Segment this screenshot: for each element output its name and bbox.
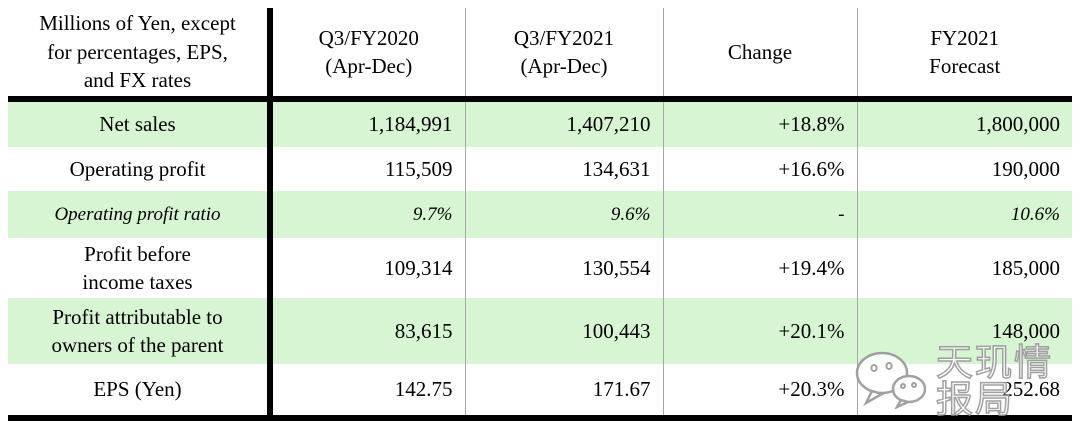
cell-value: 142.75 [270, 364, 465, 421]
table-row-operating-profit-ratio: Operating profit ratio 9.7% 9.6% - 10.6% [8, 191, 1072, 238]
row-label: EPS (Yen) [8, 364, 273, 421]
row-label: Net sales [8, 99, 273, 147]
cell-value: - [662, 191, 857, 238]
cell-value: 134,631 [464, 147, 663, 191]
table-row-net-sales: Net sales 1,184,991 1,407,210 +18.8% 1,8… [8, 99, 1072, 147]
cell-value: +16.6% [662, 147, 857, 191]
table-row-profit-attributable-to-owners: Profit attributable to owners of the par… [8, 298, 1072, 364]
cell-value: 148,000 [856, 298, 1072, 364]
unit-note: Millions of Yen, except for percentages,… [8, 8, 273, 102]
col-header-q3fy2020: Q3/FY2020 (Apr-Dec) [270, 8, 465, 102]
cell-value: 171.67 [464, 364, 663, 421]
cell-value: +20.1% [662, 298, 857, 364]
cell-value: 10.6% [856, 191, 1072, 238]
table-row-eps: EPS (Yen) 142.75 171.67 +20.3% 252.68 [8, 364, 1072, 421]
row-label: Operating profit [8, 147, 273, 191]
cell-value: 1,407,210 [464, 99, 663, 147]
row-label: Operating profit ratio [8, 191, 273, 238]
col-header-fy2021-forecast: FY2021 Forecast [856, 8, 1072, 102]
cell-value: 190,000 [856, 147, 1072, 191]
table-row-operating-profit: Operating profit 115,509 134,631 +16.6% … [8, 147, 1072, 191]
col-header-change: Change [662, 8, 857, 102]
col-header-q3fy2021: Q3/FY2021 (Apr-Dec) [464, 8, 663, 102]
financial-results-table: Millions of Yen, except for percentages,… [8, 8, 1072, 421]
row-label: Profit before income taxes [8, 238, 273, 298]
cell-value: 9.6% [464, 191, 663, 238]
table-row-profit-before-income-taxes: Profit before income taxes 109,314 130,5… [8, 238, 1072, 298]
cell-value: 252.68 [856, 364, 1072, 421]
cell-value: +19.4% [662, 238, 857, 298]
cell-value: 100,443 [464, 298, 663, 364]
cell-value: 1,184,991 [270, 99, 465, 147]
cell-value: 1,800,000 [856, 99, 1072, 147]
cell-value: +20.3% [662, 364, 857, 421]
header-row: Millions of Yen, except for percentages,… [8, 8, 1072, 102]
cell-value: 83,615 [270, 298, 465, 364]
cell-value: 130,554 [464, 238, 663, 298]
cell-value: 109,314 [384, 255, 453, 280]
row-label: Profit attributable to owners of the par… [8, 298, 273, 364]
cell-value: +18.8% [662, 99, 857, 147]
cell-value: 115,509 [385, 156, 453, 181]
cell-value: 185,000 [856, 238, 1072, 298]
cell-value: 9.7% [270, 191, 465, 238]
